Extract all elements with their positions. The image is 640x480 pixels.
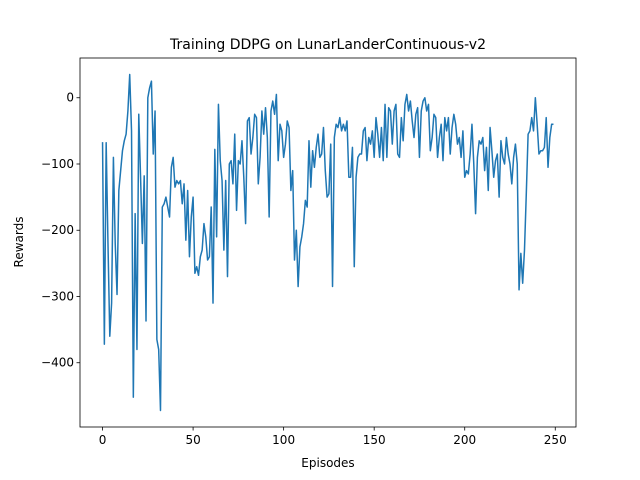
y-tick-label: −300 bbox=[41, 289, 74, 303]
x-tick-label: 100 bbox=[272, 433, 295, 447]
x-axis-label: Episodes bbox=[301, 456, 354, 470]
y-tick-label: −200 bbox=[41, 223, 74, 237]
line-series bbox=[101, 73, 554, 412]
x-tick-label: 0 bbox=[99, 433, 107, 447]
y-axis-label: Rewards bbox=[12, 217, 26, 268]
chart-title: Training DDPG on LunarLanderContinuous-v… bbox=[169, 37, 486, 53]
x-tick-label: 200 bbox=[453, 433, 476, 447]
y-tick-label: 0 bbox=[66, 91, 74, 105]
y-tick-label: −400 bbox=[41, 356, 74, 370]
x-tick-label: 150 bbox=[363, 433, 386, 447]
axes-frame bbox=[79, 57, 577, 428]
x-tick-label: 50 bbox=[185, 433, 200, 447]
x-tick-label: 250 bbox=[544, 433, 567, 447]
y-tick-label: −100 bbox=[41, 157, 74, 171]
